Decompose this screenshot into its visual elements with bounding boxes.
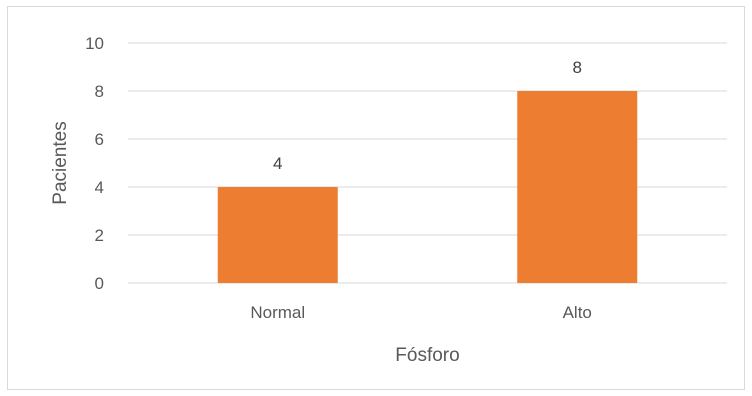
bars	[217, 91, 638, 283]
y-tick-label: 10	[85, 34, 104, 53]
x-axis-title: Fósforo	[395, 345, 459, 366]
y-axis-title: Pacientes	[50, 121, 71, 204]
y-tick-label: 0	[95, 274, 104, 293]
data-labels: 48	[273, 58, 582, 173]
data-label: 4	[273, 154, 282, 173]
data-label: 8	[573, 58, 582, 77]
bar-normal	[217, 187, 338, 283]
bar-alto	[517, 91, 638, 283]
x-tick-label: Alto	[563, 303, 592, 322]
y-tick-label: 6	[95, 130, 104, 149]
y-tick-label: 2	[95, 226, 104, 245]
y-tick-labels: 0 2 4 6 8 10	[85, 34, 104, 293]
y-tick-label: 4	[95, 178, 104, 197]
y-tick-label: 8	[95, 82, 104, 101]
x-tick-labels: Normal Alto	[250, 303, 592, 322]
x-tick-label: Normal	[250, 303, 305, 322]
